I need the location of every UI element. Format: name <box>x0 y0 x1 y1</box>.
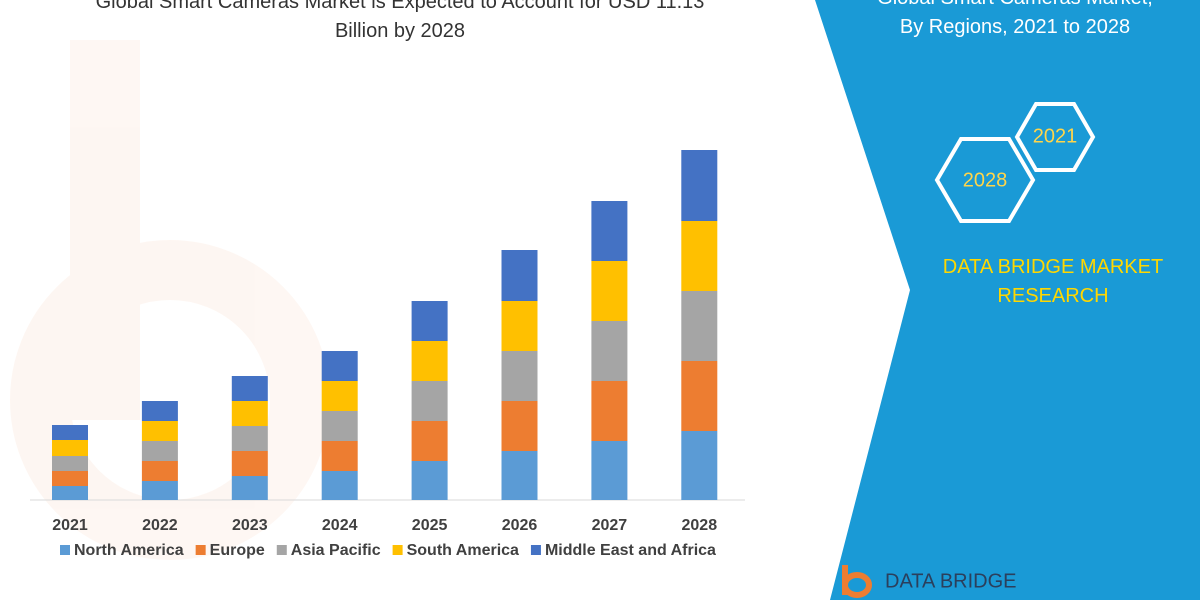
bar-segment <box>411 341 448 381</box>
x-tick-label: 2021 <box>52 517 88 534</box>
sidebar-panel <box>815 0 1200 600</box>
logo-text: DATA BRIDGE <box>885 570 1017 592</box>
legend-label: Asia Pacific <box>291 542 381 559</box>
brand-text: DATA BRIDGE MARKET RESEARCH <box>942 256 1164 307</box>
x-tick-label: 2027 <box>592 517 628 534</box>
bar-segment <box>231 401 268 426</box>
bar-segment <box>141 481 178 500</box>
bar-segment <box>681 150 718 221</box>
bar-segment <box>231 426 268 451</box>
legend-swatch <box>530 545 541 555</box>
bar-segment <box>52 471 88 486</box>
bar-segment <box>52 456 88 471</box>
hex-label: 2028 <box>963 169 1008 191</box>
bar-segment <box>141 401 178 421</box>
bar-segment <box>411 381 448 421</box>
bar-segment <box>52 440 88 456</box>
sidebar-title: Global Smart Cameras Market, By Regions,… <box>877 0 1153 38</box>
legend-label: Europe <box>210 542 265 559</box>
x-tick-label: 2028 <box>682 517 718 534</box>
hex-label: 2021 <box>1033 125 1078 147</box>
legend-swatch <box>276 545 287 555</box>
x-tick-label: 2025 <box>412 517 448 534</box>
bar-segment <box>321 411 358 441</box>
bar-segment <box>501 250 538 301</box>
bar-segment <box>231 451 268 476</box>
bar-segment <box>591 381 628 441</box>
bar-segment <box>591 201 628 261</box>
bar-segment <box>501 401 538 451</box>
bar-segment <box>321 471 358 500</box>
bar-segment <box>681 291 718 361</box>
bar-segment <box>411 461 448 500</box>
bar-segment <box>591 321 628 381</box>
bar-segment <box>591 441 628 500</box>
legend-swatch <box>195 545 206 555</box>
bar-segment <box>321 351 358 381</box>
bar-segment <box>52 486 88 500</box>
bar-segment <box>52 425 88 440</box>
bar-segment <box>141 421 178 441</box>
legend-label: South America <box>407 542 519 559</box>
bar-segment <box>231 476 268 500</box>
legend-swatch <box>60 545 70 555</box>
bar-segment <box>231 376 268 401</box>
bar-segment <box>501 351 538 401</box>
x-tick-label: 2022 <box>142 517 178 534</box>
x-tick-label: 2024 <box>322 517 358 534</box>
bar-segment <box>141 461 178 481</box>
legend-label: Middle East and Africa <box>545 542 716 559</box>
bar-segment <box>681 221 718 291</box>
bar-segment <box>141 441 178 461</box>
watermark <box>10 40 330 560</box>
bar-segment <box>501 301 538 351</box>
bar-segment <box>411 301 448 341</box>
bar-segment <box>501 451 538 500</box>
bar-segment <box>411 421 448 461</box>
logo-mark <box>842 565 873 598</box>
bar-segment <box>591 261 628 321</box>
bar-segment <box>681 431 718 500</box>
bar-segment <box>321 381 358 411</box>
legend-label: North America <box>74 542 184 559</box>
chart-title: Global Smart Cameras Market is Expected … <box>95 0 705 42</box>
hexagon <box>1014 102 1096 172</box>
legend-swatch <box>392 545 403 555</box>
bar-segment <box>321 441 358 471</box>
x-tick-label: 2023 <box>232 517 268 534</box>
hexagon <box>934 137 1036 223</box>
bar-segment <box>681 361 718 431</box>
x-tick-label: 2026 <box>502 517 538 534</box>
